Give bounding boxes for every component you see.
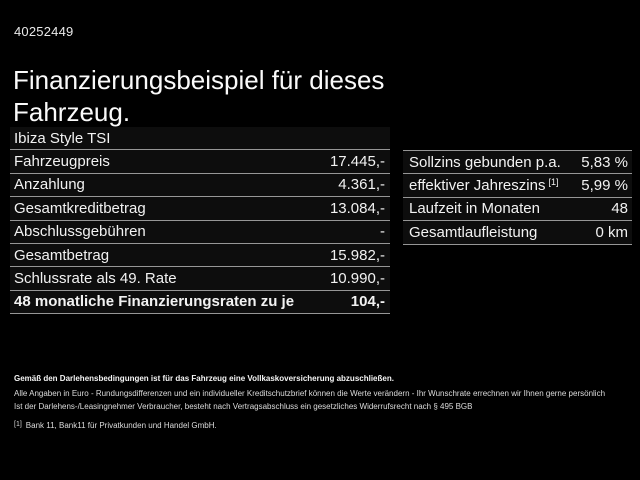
finance-row-anzahlung: Anzahlung 4.361,- <box>10 173 390 198</box>
finance-row-label: Anzahlung <box>14 176 85 194</box>
finance-row-value: 104,- <box>350 293 385 311</box>
footnote-text: Bank 11, Bank11 für Privatkunden und Han… <box>25 420 217 430</box>
insurance-note: Gemäß den Darlehensbedingungen ist für d… <box>14 374 394 383</box>
vehicle-name: Ibiza Style TSI <box>14 129 111 147</box>
condition-row-label: Gesamtlaufleistung <box>403 224 540 241</box>
footnote: [1] Bank 11, Bank11 für Privatkunden und … <box>14 418 629 433</box>
condition-label-text: effektiver Jahreszins <box>409 177 546 195</box>
legal-note-line1: Alle Angaben in Euro - Rundungsdifferenz… <box>14 388 606 398</box>
page-title: Finanzierungsbeispiel für dieses Fahrzeu… <box>13 65 385 128</box>
condition-row-label: Sollzins gebunden p.a. <box>403 154 564 171</box>
finance-row-label: Abschlussgebühren <box>14 223 146 241</box>
vehicle-name-row: Ibiza Style TSI <box>10 127 390 151</box>
conditions-table: Sollzins gebunden p.a. 5,83 % effektiver… <box>403 150 632 245</box>
condition-row-value: 5,83 % <box>581 153 628 171</box>
finance-row-value: 17.445,- <box>329 153 385 171</box>
finance-row-value: 13.084,- <box>329 199 385 217</box>
finance-row-label: Fahrzeugpreis <box>14 153 110 171</box>
footnote-ref: [1] <box>548 177 559 188</box>
finance-row-monatsrate: 48 monatliche Finanzierungsraten zu je 1… <box>10 290 390 315</box>
finance-table: Ibiza Style TSI Fahrzeugpreis 17.445,- A… <box>10 127 390 315</box>
finance-row-label: Gesamtkreditbetrag <box>14 199 146 217</box>
finance-row-value: 4.361,- <box>338 176 385 194</box>
finance-row-schlussrate: Schlussrate als 49. Rate 10.990,- <box>10 267 390 291</box>
condition-row-sollzins: Sollzins gebunden p.a. 5,83 % <box>403 151 632 175</box>
legal-note-line2: Ist der Darlehens-/Leasingnehmer Verbrau… <box>14 402 473 411</box>
condition-row-gesamtlaufleistung: Gesamtlaufleistung 0 km <box>403 221 632 245</box>
finance-row-gesamtkreditbetrag: Gesamtkreditbetrag 13.084,- <box>10 197 390 221</box>
condition-row-label: effektiver Jahreszins [1] <box>403 177 558 194</box>
finance-row-label: Schlussrate als 49. Rate <box>14 270 177 288</box>
condition-label-text: Sollzins gebunden p.a. <box>409 153 561 171</box>
finance-row-value: - <box>380 223 385 241</box>
finance-row-value: 10.990,- <box>329 270 385 288</box>
condition-row-value: 48 <box>611 200 628 218</box>
condition-row-value: 5,99 % <box>581 177 628 195</box>
condition-label-text: Gesamtlaufleistung <box>409 223 538 241</box>
legal-footer: Gemäß den Darlehensbedingungen ist für d… <box>14 372 629 432</box>
vehicle-id: 40252449 <box>14 24 74 39</box>
finance-row-label: Gesamtbetrag <box>14 246 110 264</box>
condition-row-laufzeit: Laufzeit in Monaten 48 <box>403 197 632 222</box>
condition-row-label: Laufzeit in Monaten <box>403 200 543 217</box>
condition-row-value: 0 km <box>595 223 628 241</box>
finance-row-value: 15.982,- <box>329 246 385 264</box>
footnote-marker: [1] <box>14 420 22 428</box>
finance-row-label: 48 monatliche Finanzierungsraten zu je <box>14 293 295 311</box>
finance-row-abschlussgebuehren: Abschlussgebühren - <box>10 220 390 244</box>
condition-row-effektiver-jahreszins: effektiver Jahreszins [1] 5,99 % <box>403 174 632 198</box>
finance-row-fahrzeugpreis: Fahrzeugpreis 17.445,- <box>10 150 390 174</box>
condition-label-text: Laufzeit in Monaten <box>409 200 540 218</box>
finance-row-gesamtbetrag: Gesamtbetrag 15.982,- <box>10 243 390 268</box>
